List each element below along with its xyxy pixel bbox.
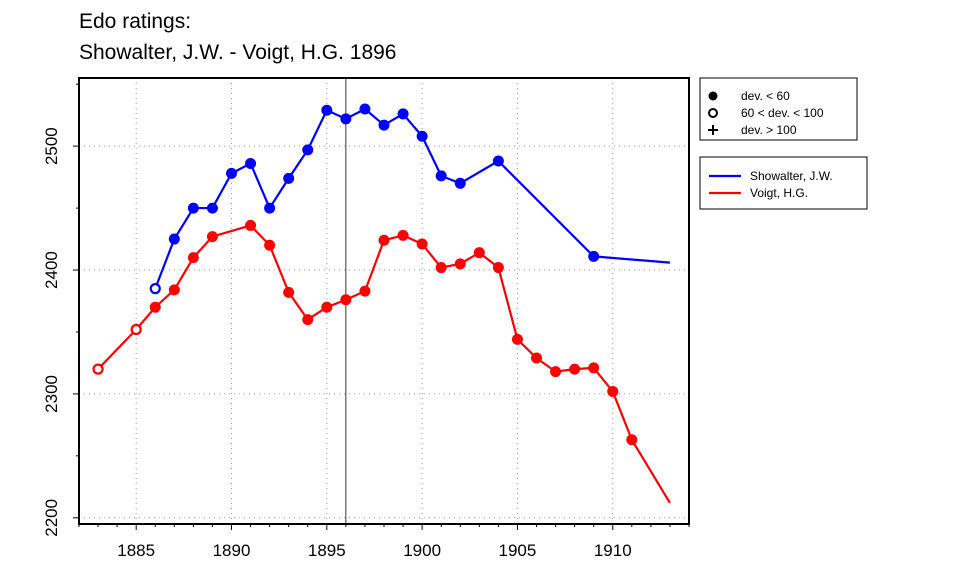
x-tick-label: 1910	[594, 541, 632, 560]
data-point	[511, 333, 523, 345]
data-point	[378, 234, 390, 246]
legends: dev. < 60 60 < dev. < 100 dev. > 100 Showal…	[699, 77, 868, 210]
data-point	[245, 219, 257, 231]
y-tick-label: 2300	[42, 375, 61, 413]
data-point	[340, 294, 352, 306]
series-line	[97, 224, 671, 504]
data-point	[416, 130, 428, 142]
data-point	[607, 385, 619, 397]
data-point	[435, 170, 447, 182]
data-point	[226, 167, 237, 179]
data-point	[378, 119, 390, 131]
data-point	[149, 301, 161, 313]
legend-marker-label: dev. < 60	[741, 89, 790, 103]
x-tick-label: 1905	[499, 541, 537, 560]
legend-marker-label: 60 < dev. < 100	[741, 106, 824, 120]
data-point	[416, 238, 428, 250]
data-point	[473, 247, 485, 259]
data-point	[569, 363, 581, 375]
chart-title-line1: Edo ratings:	[79, 10, 192, 33]
data-point	[397, 229, 409, 241]
x-tick-label: 1900	[403, 541, 441, 560]
data-point	[550, 366, 562, 378]
axes: 1885 1890 1895 1900 1905 1910 2200 2300 2400 2500	[42, 83, 690, 560]
data-point	[206, 231, 218, 243]
data-point-open	[130, 323, 142, 336]
legend-series-label: Voigt, H.G.	[750, 186, 808, 200]
data-point	[245, 157, 257, 169]
data-point	[283, 172, 295, 184]
y-tick-label: 2400	[42, 251, 61, 289]
data-point	[321, 301, 333, 313]
data-point	[168, 233, 180, 245]
data-point	[454, 177, 466, 189]
legend-marker-label: dev. > 100	[741, 123, 797, 137]
grid	[79, 78, 689, 524]
legend-marker-filled	[708, 91, 718, 101]
y-tick-label: 2200	[42, 499, 61, 537]
data-point	[206, 202, 218, 214]
data-point	[264, 202, 276, 214]
data-point	[435, 262, 447, 274]
data-point	[283, 286, 295, 298]
y-tick-label: 2500	[42, 127, 61, 165]
data-point	[397, 108, 409, 120]
data-point	[531, 352, 542, 364]
data-point	[187, 252, 199, 264]
series-group	[92, 103, 671, 504]
data-point	[492, 155, 504, 167]
data-point	[302, 314, 314, 326]
legend-series-label: Showalter, J.W.	[750, 169, 833, 183]
legend-marker-open	[708, 108, 718, 118]
data-point	[626, 434, 638, 446]
data-point	[359, 285, 371, 297]
data-point	[168, 284, 180, 296]
plot-frame	[78, 77, 690, 525]
series-legend-box	[699, 156, 868, 210]
data-point	[359, 103, 371, 115]
data-point	[187, 202, 199, 214]
data-point	[302, 144, 314, 156]
chart-title-line2: Showalter, J.W. - Voigt, H.G. 1896	[79, 41, 397, 64]
legend-marker-plus	[708, 125, 718, 135]
data-point	[321, 104, 333, 116]
data-point	[340, 113, 352, 125]
data-point	[588, 250, 600, 262]
x-tick-label: 1890	[213, 541, 251, 560]
data-point	[454, 258, 466, 270]
x-tick-label: 1895	[308, 541, 346, 560]
data-point	[588, 362, 600, 374]
marker-legend-box	[699, 77, 858, 141]
data-point-open	[149, 283, 161, 295]
x-tick-label: 1885	[117, 541, 155, 560]
data-point	[492, 262, 504, 274]
data-point-open	[92, 363, 104, 375]
data-point	[264, 239, 276, 251]
